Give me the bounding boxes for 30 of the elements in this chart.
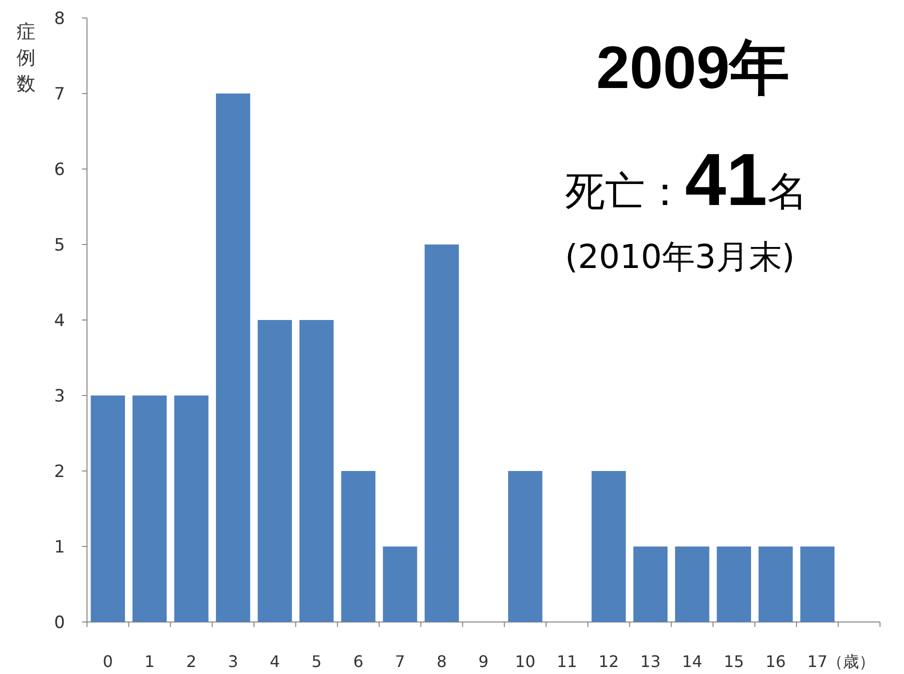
y-tick-label: 4	[54, 311, 65, 331]
bar	[758, 546, 793, 622]
bar	[341, 471, 376, 622]
x-axis-title: （歳）	[827, 652, 876, 671]
bar	[216, 94, 250, 622]
y-tick-label: 1	[54, 538, 65, 558]
bar	[299, 320, 334, 622]
bar	[675, 546, 710, 622]
y-tick-label: 5	[54, 236, 65, 256]
chart-title: 2009年	[596, 34, 790, 101]
y-tick-label: 3	[54, 386, 65, 406]
bar	[90, 396, 125, 622]
bar	[592, 471, 626, 622]
y-tick-label: 2	[54, 462, 65, 482]
bar	[633, 546, 668, 622]
bar	[424, 244, 459, 622]
y-tick-label: 7	[54, 84, 65, 104]
y-axis-title: 症例数	[16, 21, 36, 95]
y-tick-label: 8	[54, 9, 65, 29]
bar	[508, 471, 542, 622]
bar	[174, 396, 208, 622]
y-tick-label: 0	[54, 613, 65, 633]
annotation: 死亡：41名	[565, 138, 808, 221]
annotation: (2010年3月末)	[565, 237, 795, 276]
bar	[800, 546, 835, 622]
bar	[382, 546, 418, 622]
bar	[258, 320, 292, 622]
bar	[716, 546, 752, 622]
y-tick-label: 6	[54, 160, 65, 180]
bar	[132, 396, 167, 622]
